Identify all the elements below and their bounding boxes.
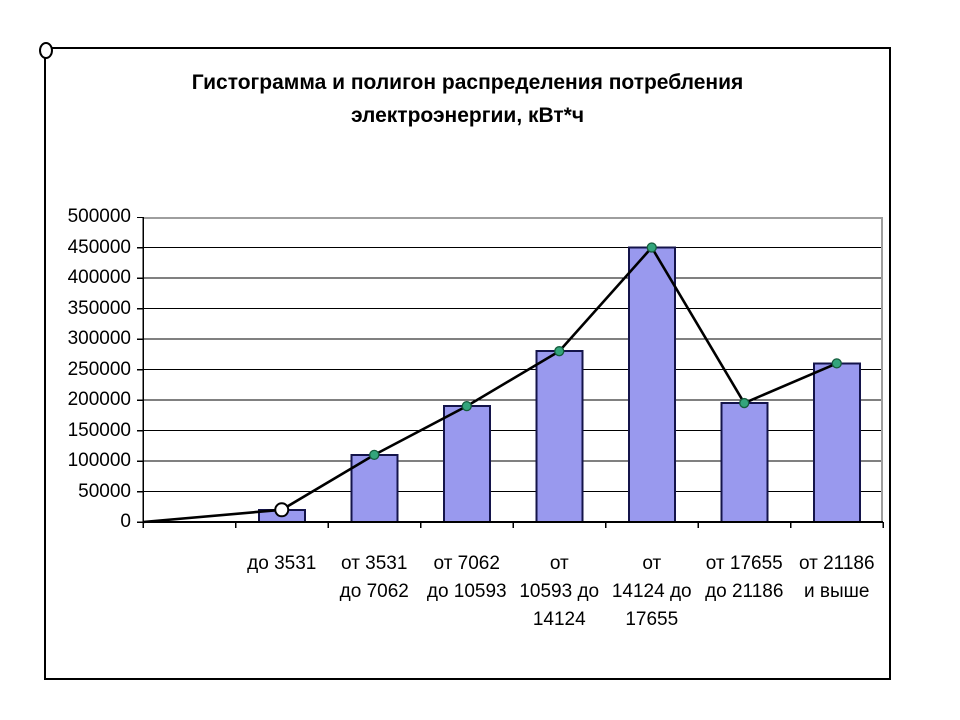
chart-title: Гистограмма и полигон распределения потр… <box>44 66 891 132</box>
histogram-bar <box>720 402 769 523</box>
corner-circle-marker <box>39 42 53 59</box>
chart-frame <box>44 47 891 680</box>
y-axis-tick-label: 400000 <box>67 267 131 288</box>
x-axis-category-label: от 3531 до 7062 <box>328 550 421 606</box>
x-axis-category-label-line: до 7062 <box>339 581 409 602</box>
x-axis-category-label: от 10593 до 14124 <box>513 550 606 634</box>
polygon-marker <box>739 397 750 409</box>
histogram-bar <box>350 453 399 523</box>
y-axis-tick-label: 450000 <box>67 236 131 258</box>
x-axis-category-label-line: от 17655 <box>705 553 783 574</box>
x-axis-category-label-line: до 21186 <box>705 581 784 602</box>
y-axis-tick-label: 100000 <box>67 450 131 471</box>
x-axis-category-label-line: до 10593 <box>426 581 507 602</box>
x-axis-category-label-line: 14124 <box>532 609 586 630</box>
polygon-marker <box>646 242 657 253</box>
histogram-bar <box>627 246 676 523</box>
y-axis-tick-label: 300000 <box>67 328 131 349</box>
x-axis-category-label-line: от <box>642 553 662 574</box>
x-axis-category-label-line: 17655 <box>625 609 679 630</box>
x-axis-category-label-line: 10593 до <box>519 581 600 602</box>
chart-title-line-1: Гистограмма и полигон распределения потр… <box>191 71 744 94</box>
y-axis-tick-label: 250000 <box>67 358 131 380</box>
y-axis-tick-label: 200000 <box>67 389 131 410</box>
polygon-marker <box>369 449 380 461</box>
x-axis-category-label-line: и выше <box>804 581 870 602</box>
polygon-marker <box>831 358 842 369</box>
frequency-polygon-line <box>142 245 838 524</box>
x-axis-category-label: от 14124 до 17655 <box>606 550 699 634</box>
x-axis-category-label-line: 14124 до <box>611 581 692 602</box>
polygon-marker-first <box>274 502 290 518</box>
x-axis-category-label-line: от 21186 <box>798 553 875 574</box>
y-axis-tick-label: 50000 <box>78 480 131 502</box>
x-axis-category-label-line: до 3531 <box>247 553 317 574</box>
x-axis-category-label: от 17655 до 21186 <box>698 550 791 606</box>
histogram-bar <box>812 362 861 523</box>
plot-area <box>137 217 884 528</box>
x-axis-category-label-line: от 7062 <box>433 553 500 574</box>
chart-title-line-2: электроэнергии, кВт*ч <box>350 104 585 127</box>
polygon-marker <box>461 400 472 412</box>
x-axis-category-label-line: от <box>549 553 569 574</box>
polygon-marker <box>554 346 565 357</box>
x-axis-category-label: до 3531 <box>236 550 329 578</box>
x-axis-category-label: от 21186 и выше <box>791 550 884 606</box>
histogram-bar <box>442 405 491 524</box>
y-axis-tick-label: 350000 <box>67 297 131 319</box>
histogram-bar <box>535 350 584 523</box>
y-axis-tick-label: 500000 <box>67 206 131 227</box>
y-axis-tick-label: 0 <box>120 511 131 532</box>
x-axis-category-label: от 7062 до 10593 <box>421 550 514 606</box>
y-axis-tick-label: 150000 <box>67 419 131 441</box>
x-axis-category-label-line: от 3531 <box>341 553 408 574</box>
